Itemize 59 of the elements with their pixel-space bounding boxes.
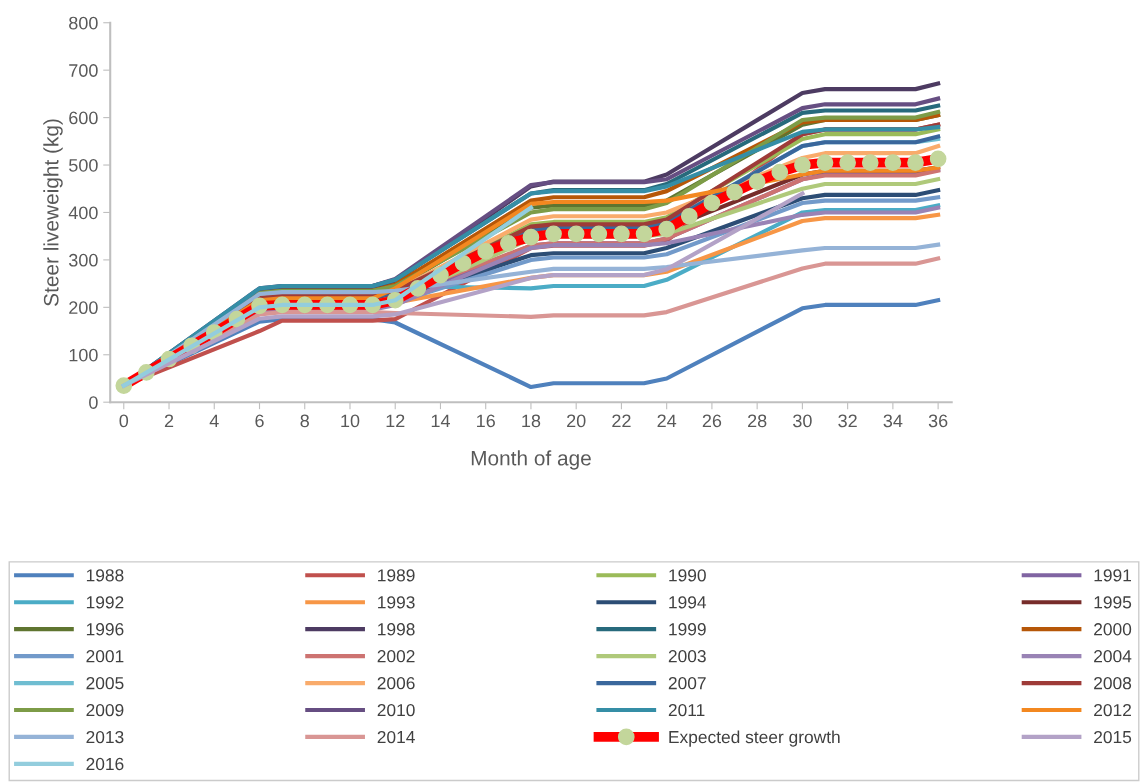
y-tick-label: 200 [69,301,98,315]
legend-label: 1991 [1094,569,1131,582]
legend-label: 1989 [378,569,415,582]
y-tick-label: 300 [68,253,98,267]
x-tick-label: 36 [928,414,948,428]
y-tick-label: 500 [69,158,98,172]
legend-label: 1998 [378,623,415,636]
legend-label: 1992 [86,596,124,609]
y-tick-label: 700 [69,64,98,77]
legend-label: 2013 [86,730,124,744]
x-tick-label: 28 [748,414,767,428]
x-tick-label: 10 [341,414,360,428]
legend-label: 2010 [377,703,415,717]
legend-label: 2012 [1094,703,1131,717]
legend-label: 2008 [1094,677,1132,690]
legend-label: 2000 [1094,623,1132,636]
y-axis-title: Steer liveweight (kg) [43,119,63,306]
legend-label: 2007 [668,677,706,690]
legend-label: 1994 [669,596,707,609]
legend-label: 2011 [668,703,705,717]
x-tick-label: 0 [119,414,129,428]
legend-label: 2015 [1094,730,1132,744]
y-tick-label: 800 [69,16,98,30]
x-tick-label: 30 [793,414,812,428]
legend-label: 2001 [86,650,124,663]
legend-label: 1988 [86,569,124,582]
x-tick-label: 22 [612,414,631,428]
legend-label: Expected steer growth [669,730,840,747]
x-tick-label: 16 [477,414,495,428]
x-tick-label: 6 [255,414,264,428]
legend-label: 1999 [669,623,706,636]
legend-label: 1995 [1094,596,1132,609]
legend-label: 2004 [1094,650,1132,663]
x-tick-label: 24 [657,414,677,428]
x-tick-label: 14 [431,414,450,428]
legend-label: 2002 [377,650,415,663]
legend-label: 1993 [378,596,415,609]
x-tick-label: 26 [702,414,722,428]
legend-label: 2006 [377,677,415,690]
x-tick-label: 8 [300,414,309,428]
legend-label: 2016 [86,757,124,771]
x-tick-label: 32 [838,414,857,428]
x-tick-label: 34 [883,414,903,428]
x-tick-label: 2 [164,414,174,428]
legend-label: 2009 [86,703,124,717]
y-tick-label: 100 [69,348,98,362]
legend-label: 1996 [86,623,124,636]
legend-label: 2014 [377,730,415,744]
legend-label: 1990 [669,569,706,582]
x-tick-label: 12 [386,414,405,428]
x-tick-label: 4 [209,414,219,428]
x-tick-label: 20 [567,414,586,428]
y-tick-label: 400 [68,206,98,220]
x-axis-title: Month of age [471,450,591,470]
y-tick-label: 0 [89,396,98,409]
y-tick-label: 600 [69,111,98,125]
legend-label: 2005 [86,677,124,690]
legend-label: 2003 [668,650,706,663]
x-tick-label: 18 [522,414,541,428]
